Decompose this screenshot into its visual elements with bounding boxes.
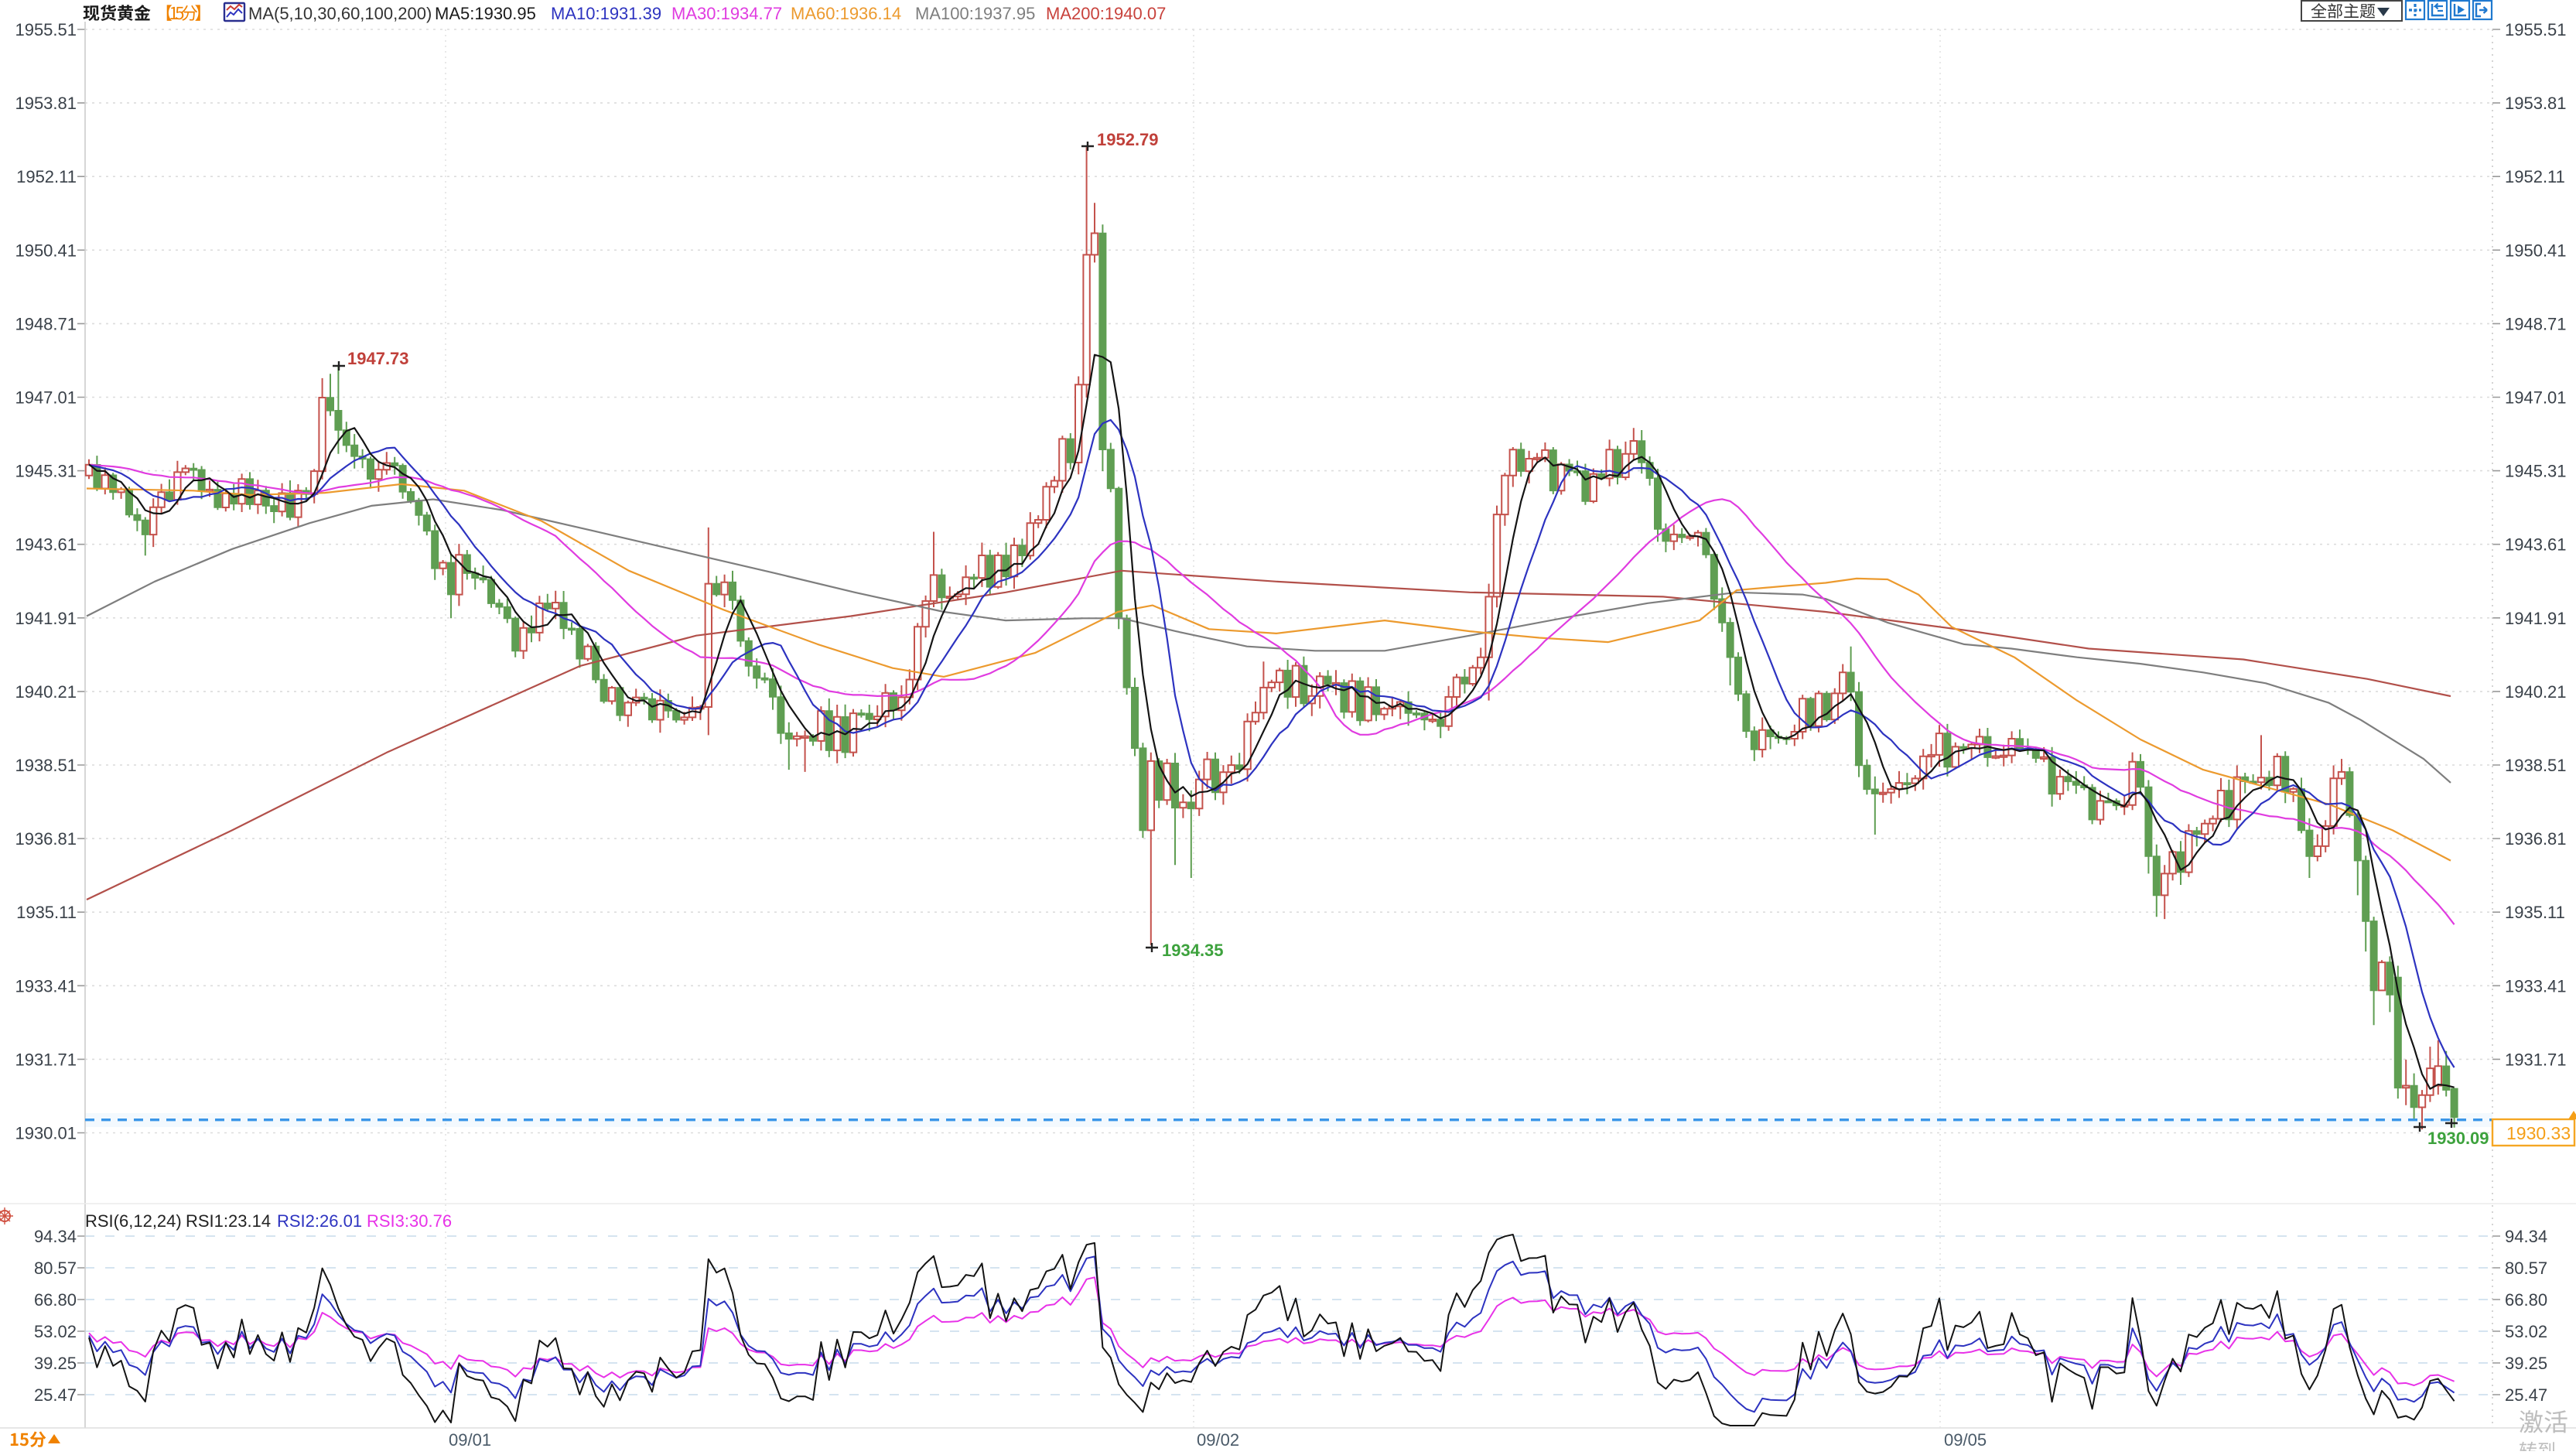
svg-text:1950.41: 1950.41 [15,241,77,260]
svg-text:RSI2:26.01: RSI2:26.01 [277,1211,362,1231]
svg-text:1952.11: 1952.11 [16,167,77,186]
svg-text:1943.61: 1943.61 [2505,535,2567,555]
svg-text:80.57: 80.57 [34,1259,77,1278]
svg-text:RSI1:23.14: RSI1:23.14 [186,1211,271,1231]
svg-text:1933.41: 1933.41 [15,976,77,996]
svg-text:1938.51: 1938.51 [2505,756,2567,775]
svg-text:1941.91: 1941.91 [2505,609,2567,628]
svg-text:1945.31: 1945.31 [15,462,77,481]
svg-text:94.34: 94.34 [34,1227,77,1246]
svg-text:MA60:1936.14: MA60:1936.14 [791,4,901,23]
svg-text:1947.01: 1947.01 [15,388,77,408]
svg-text:80.57: 80.57 [2505,1259,2547,1278]
svg-text:1943.61: 1943.61 [15,535,77,555]
svg-text:MA200:1940.07: MA200:1940.07 [1046,4,1166,23]
svg-text:1948.71: 1948.71 [2505,314,2567,333]
svg-text:1945.31: 1945.31 [2505,462,2567,481]
svg-text:1941.91: 1941.91 [15,609,77,628]
svg-text:MA10:1931.39: MA10:1931.39 [551,4,661,23]
svg-text:53.02: 53.02 [34,1322,77,1341]
svg-text:1933.41: 1933.41 [2505,976,2567,996]
svg-text:39.25: 39.25 [34,1354,77,1373]
svg-text:09/01: 09/01 [449,1430,491,1450]
svg-text:1948.71: 1948.71 [15,314,77,333]
svg-text:1953.81: 1953.81 [15,94,77,113]
svg-text:1936.81: 1936.81 [15,829,77,849]
svg-text:1935.11: 1935.11 [2505,903,2565,922]
svg-text:09/02: 09/02 [1197,1430,1239,1450]
svg-text:1934.35: 1934.35 [1162,941,1224,960]
svg-text:09/05: 09/05 [1944,1430,1987,1450]
svg-text:53.02: 53.02 [2505,1322,2547,1341]
svg-text:1936.81: 1936.81 [2505,829,2567,849]
svg-text:1931.71: 1931.71 [15,1050,77,1069]
svg-text:1950.41: 1950.41 [2505,241,2567,260]
svg-text:MA100:1937.95: MA100:1937.95 [915,4,1035,23]
svg-text:MA30:1934.77: MA30:1934.77 [671,4,782,23]
svg-text:RSI3:30.76: RSI3:30.76 [367,1211,452,1231]
svg-text:1940.21: 1940.21 [2505,682,2567,702]
svg-text:39.25: 39.25 [2505,1354,2547,1373]
svg-text:1952.79: 1952.79 [1097,130,1159,149]
svg-text:1947.01: 1947.01 [2505,388,2567,408]
svg-text:RSI(6,12,24): RSI(6,12,24) [85,1211,182,1231]
svg-text:25.47: 25.47 [34,1385,77,1405]
svg-text:1953.81: 1953.81 [2505,94,2567,113]
svg-text:MA5:1930.95: MA5:1930.95 [435,4,536,23]
svg-text:MA(5,10,30,60,100,200): MA(5,10,30,60,100,200) [248,4,432,23]
svg-text:1952.11: 1952.11 [2505,167,2565,186]
svg-text:94.34: 94.34 [2505,1227,2547,1246]
svg-text:1930.33: 1930.33 [2506,1123,2571,1143]
svg-text:1930.01: 1930.01 [15,1124,77,1143]
svg-text:25.47: 25.47 [2505,1385,2547,1405]
svg-text:1930.09: 1930.09 [2427,1129,2489,1148]
svg-text:1931.71: 1931.71 [2505,1050,2567,1069]
svg-text:1935.11: 1935.11 [16,903,77,922]
svg-text:1940.21: 1940.21 [15,682,77,702]
svg-text:1955.51: 1955.51 [2505,20,2567,39]
svg-text:1947.73: 1947.73 [347,349,409,368]
svg-text:66.80: 66.80 [34,1290,77,1310]
svg-text:1938.51: 1938.51 [15,756,77,775]
svg-text:66.80: 66.80 [2505,1290,2547,1310]
svg-text:1955.51: 1955.51 [15,20,77,39]
